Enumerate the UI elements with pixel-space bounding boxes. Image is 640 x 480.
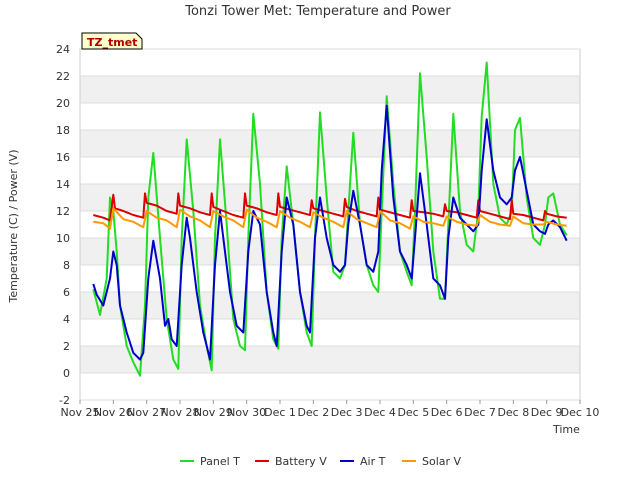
legend: Panel T Battery V Air T Solar V	[180, 455, 462, 468]
y-tick-label: -2	[59, 394, 70, 407]
x-tick-label: Dec 2	[297, 406, 329, 419]
chart-title: Tonzi Tower Met: Temperature and Power	[184, 4, 451, 19]
legend-label-solar-v: Solar V	[422, 455, 462, 468]
plot-band	[80, 265, 580, 292]
plot-band	[80, 292, 580, 319]
y-tick-label: 22	[56, 70, 70, 83]
y-tick-label: 4	[63, 313, 70, 326]
y-tick-label: 8	[63, 259, 70, 272]
x-axis-label: Time	[552, 423, 580, 436]
legend-label-battery-v: Battery V	[275, 455, 327, 468]
y-axis-label: Temperature (C) / Power (V)	[7, 149, 20, 303]
x-tick-label: Dec 1	[264, 406, 296, 419]
legend-label-panel-t: Panel T	[200, 455, 240, 468]
plot-band	[80, 130, 580, 157]
y-tick-label: 6	[63, 286, 70, 299]
x-tick-label: Dec 3	[331, 406, 363, 419]
x-tick-label: Dec 6	[431, 406, 463, 419]
plot-band	[80, 103, 580, 130]
site-label-box: TZ_tmet	[81, 32, 143, 50]
x-tick-label: Nov 29	[194, 406, 233, 419]
plot-band	[80, 76, 580, 103]
series-lines	[92, 61, 568, 377]
series-line-panel-t	[92, 61, 568, 377]
y-tick-label: 0	[63, 367, 70, 380]
y-tick-label: 12	[56, 205, 70, 218]
legend-label-air-t: Air T	[360, 455, 386, 468]
plot-band	[80, 319, 580, 346]
y-tick-label: 20	[56, 97, 70, 110]
x-tick-label: Nov 30	[227, 406, 266, 419]
y-tick-label: 18	[56, 124, 70, 137]
series-line-solar-v	[93, 207, 567, 230]
x-tick-label: Dec 8	[497, 406, 529, 419]
plot-band	[80, 157, 580, 184]
plot-band	[80, 346, 580, 373]
x-tick-label: Dec 5	[397, 406, 429, 419]
site-label-text: TZ_tmet	[87, 36, 137, 49]
plot-band	[80, 49, 580, 76]
y-tick-label: 2	[63, 340, 70, 353]
x-tick-label: Dec 4	[364, 406, 396, 419]
x-tick-label: Nov 25	[61, 406, 100, 419]
y-tick-label: 16	[56, 151, 70, 164]
x-tick-label: Dec 7	[464, 406, 496, 419]
series-line-battery-v	[93, 192, 567, 222]
series-line-air-t	[92, 104, 568, 361]
plot-band	[80, 373, 580, 400]
x-tick-label: Nov 28	[161, 406, 200, 419]
x-tick-label: Nov 26	[94, 406, 133, 419]
site-label-background	[81, 32, 143, 50]
plot-band	[80, 184, 580, 211]
x-tick-label: Dec 9	[531, 406, 563, 419]
y-tick-label: 14	[56, 178, 70, 191]
y-tick-label: 24	[56, 43, 70, 56]
x-tick-label: Dec 10	[561, 406, 600, 419]
x-tick-label: Nov 27	[127, 406, 166, 419]
y-tick-label: 10	[56, 232, 70, 245]
